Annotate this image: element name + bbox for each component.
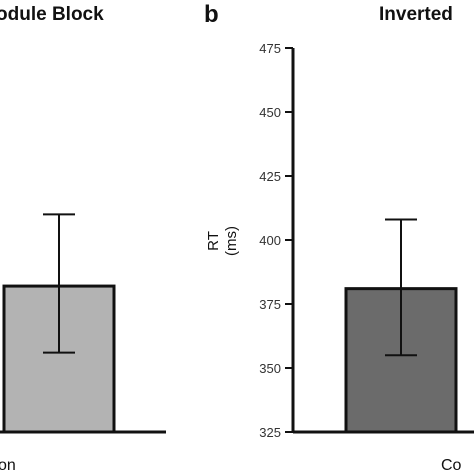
panel-b-letter: b [204, 1, 219, 28]
panel-b-plot: 325 350 375 400 425 450 475 [259, 41, 474, 440]
panel-a-plot [2, 213, 116, 434]
y-axis-title: RT [205, 231, 222, 251]
y-tick-label: 425 [259, 169, 281, 184]
panel-b-title: Inverted [379, 4, 453, 25]
y-tick-label: 350 [259, 361, 281, 376]
y-tick-label: 375 [259, 297, 281, 312]
panel-a-title: odule Block [0, 4, 104, 25]
y-tick-label: 325 [259, 425, 281, 440]
panel-b-bar [344, 287, 458, 434]
panel-b-category-label: Co [441, 457, 462, 474]
panel-a-category-label: on [0, 457, 16, 474]
y-tick-label: 450 [259, 105, 281, 120]
y-tick-label: 475 [259, 41, 281, 56]
y-tick-label: 400 [259, 233, 281, 248]
panel-b-y-axis-label: RT (ms) [205, 226, 240, 256]
y-axis-unit: (ms) [223, 226, 240, 256]
